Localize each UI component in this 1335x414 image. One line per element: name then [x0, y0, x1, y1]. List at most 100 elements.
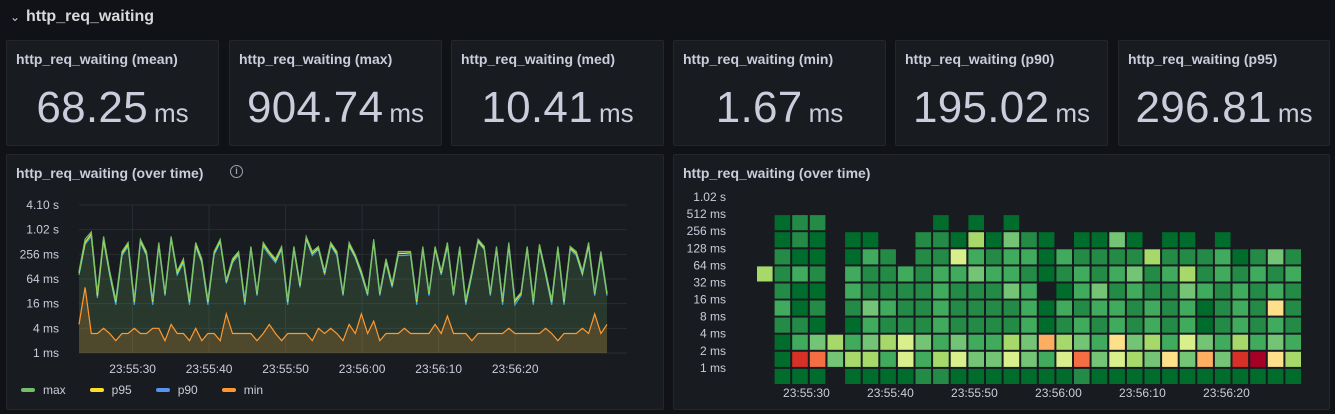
heatmap-cell[interactable] — [1038, 249, 1055, 265]
heatmap-cell[interactable] — [862, 351, 879, 367]
heatmap-cell[interactable] — [1267, 249, 1284, 265]
series-line-min[interactable] — [78, 287, 608, 343]
heatmap-cell[interactable] — [1003, 249, 1020, 265]
heatmap-cell[interactable] — [1109, 232, 1125, 248]
heatmap-cell[interactable] — [1109, 266, 1125, 282]
heatmap-cell[interactable] — [968, 317, 984, 333]
heatmap-cell[interactable] — [880, 283, 896, 299]
heatmap-cell[interactable] — [968, 215, 984, 231]
heatmap-cell[interactable] — [1162, 300, 1178, 316]
heatmap-cell[interactable] — [845, 351, 861, 367]
legend-item-min[interactable]: min — [221, 383, 263, 397]
heatmap-cell[interactable] — [968, 249, 984, 265]
heatmap-cell[interactable] — [1021, 266, 1037, 282]
heatmap-cell[interactable] — [1021, 300, 1037, 316]
heatmap-cell[interactable] — [1003, 215, 1020, 231]
heatmap-cell[interactable] — [1214, 232, 1231, 248]
heatmap-cell[interactable] — [774, 232, 791, 248]
stat-panel-max[interactable]: http_req_waiting (max) 904.74 ms — [229, 40, 442, 146]
heatmap-cell[interactable] — [1232, 368, 1249, 384]
heatmap-cell[interactable] — [827, 351, 844, 367]
heatmap-cell[interactable] — [950, 317, 967, 333]
heatmap-cell[interactable] — [880, 300, 896, 316]
heatmap-cell[interactable] — [1162, 351, 1178, 367]
heatmap-cell[interactable] — [1003, 300, 1020, 316]
heatmap-cell[interactable] — [809, 215, 826, 231]
heatmap-cell[interactable] — [809, 300, 826, 316]
heatmap-cell[interactable] — [1162, 368, 1178, 384]
heatmap-cell[interactable] — [1091, 249, 1108, 265]
heatmap-cell[interactable] — [1109, 368, 1125, 384]
heatmap-cell[interactable] — [792, 283, 808, 299]
heatmap-cell[interactable] — [1197, 300, 1213, 316]
heatmap-cell[interactable] — [1250, 334, 1266, 350]
heatmap-cell[interactable] — [1285, 368, 1301, 384]
heatmap-cell[interactable] — [1232, 249, 1249, 265]
heatmap-cell[interactable] — [1056, 368, 1072, 384]
heatmap-cell[interactable] — [1021, 351, 1037, 367]
heatmap-cell[interactable] — [897, 283, 914, 299]
heatmap-cell[interactable] — [1091, 334, 1108, 350]
heatmap-cell[interactable] — [1109, 249, 1125, 265]
heatmap-cell[interactable] — [915, 300, 932, 316]
heatmap-cell[interactable] — [1021, 249, 1037, 265]
heatmap-cell[interactable] — [1091, 351, 1108, 367]
heatmap-cell[interactable] — [862, 266, 879, 282]
heatmap-cell[interactable] — [1109, 283, 1125, 299]
heatmap-cell[interactable] — [809, 232, 826, 248]
heatmap-cell[interactable] — [1267, 266, 1284, 282]
heatmap-cell[interactable] — [1021, 334, 1037, 350]
heatmap-cell[interactable] — [968, 283, 984, 299]
heatmap-cell[interactable] — [845, 232, 861, 248]
heatmap-cell[interactable] — [862, 368, 879, 384]
heatmap-cell[interactable] — [1285, 283, 1301, 299]
heatmap-cell[interactable] — [1038, 368, 1055, 384]
heatmap-cell[interactable] — [950, 266, 967, 282]
heatmap-cell[interactable] — [1003, 266, 1020, 282]
heatmap-cell[interactable] — [1091, 300, 1108, 316]
heatmap-cell[interactable] — [1021, 317, 1037, 333]
heatmap-cell[interactable] — [1285, 334, 1301, 350]
heatmap-cell[interactable] — [1126, 283, 1143, 299]
heatmap-cell[interactable] — [1038, 334, 1055, 350]
heatmap-cell[interactable] — [1144, 266, 1161, 282]
heatmap-cell[interactable] — [1162, 283, 1178, 299]
heatmap-cell[interactable] — [1197, 266, 1213, 282]
heatmap-cell[interactable] — [1179, 249, 1196, 265]
row-header-toggle[interactable]: ⌄ http_req_waiting — [10, 0, 154, 34]
heatmap-cell[interactable] — [1197, 283, 1213, 299]
heatmap-cell[interactable] — [1214, 249, 1231, 265]
heatmap-cell[interactable] — [809, 266, 826, 282]
heatmap-cell[interactable] — [792, 232, 808, 248]
heatmap-cell[interactable] — [968, 351, 984, 367]
heatmap-cell[interactable] — [1056, 351, 1072, 367]
heatmap-cell[interactable] — [1197, 249, 1213, 265]
heatmap-cell[interactable] — [950, 351, 967, 367]
heatmap-cell[interactable] — [1267, 300, 1284, 316]
heatmap-cell[interactable] — [774, 249, 791, 265]
heatmap-cell[interactable] — [1074, 317, 1090, 333]
heatmap-cell[interactable] — [915, 317, 932, 333]
heatmap-cell[interactable] — [1267, 283, 1284, 299]
heatmap-cell[interactable] — [897, 368, 914, 384]
info-icon[interactable]: i — [230, 165, 243, 178]
heatmap-cell[interactable] — [968, 368, 984, 384]
heatmap-cell[interactable] — [1091, 317, 1108, 333]
heatmap-cell[interactable] — [845, 334, 861, 350]
heatmap-cell[interactable] — [1285, 351, 1301, 367]
heatmap-cell[interactable] — [1038, 266, 1055, 282]
heatmap-cell[interactable] — [1179, 266, 1196, 282]
heatmap-cell[interactable] — [1074, 266, 1090, 282]
heatmap-cell[interactable] — [1267, 368, 1284, 384]
heatmap-cell[interactable] — [1250, 317, 1266, 333]
heatmap-cell[interactable] — [986, 266, 1002, 282]
heatmap-cell[interactable] — [950, 300, 967, 316]
heatmap-cell[interactable] — [1003, 317, 1020, 333]
heatmap-cell[interactable] — [897, 266, 914, 282]
heatmap-cell[interactable] — [1162, 232, 1178, 248]
heatmap-cell[interactable] — [1214, 351, 1231, 367]
heatmap-cell[interactable] — [792, 368, 808, 384]
stat-panel-min[interactable]: http_req_waiting (min) 1.67 ms — [673, 40, 886, 146]
heatmap-cell[interactable] — [1214, 300, 1231, 316]
heatmap-cell[interactable] — [862, 232, 879, 248]
